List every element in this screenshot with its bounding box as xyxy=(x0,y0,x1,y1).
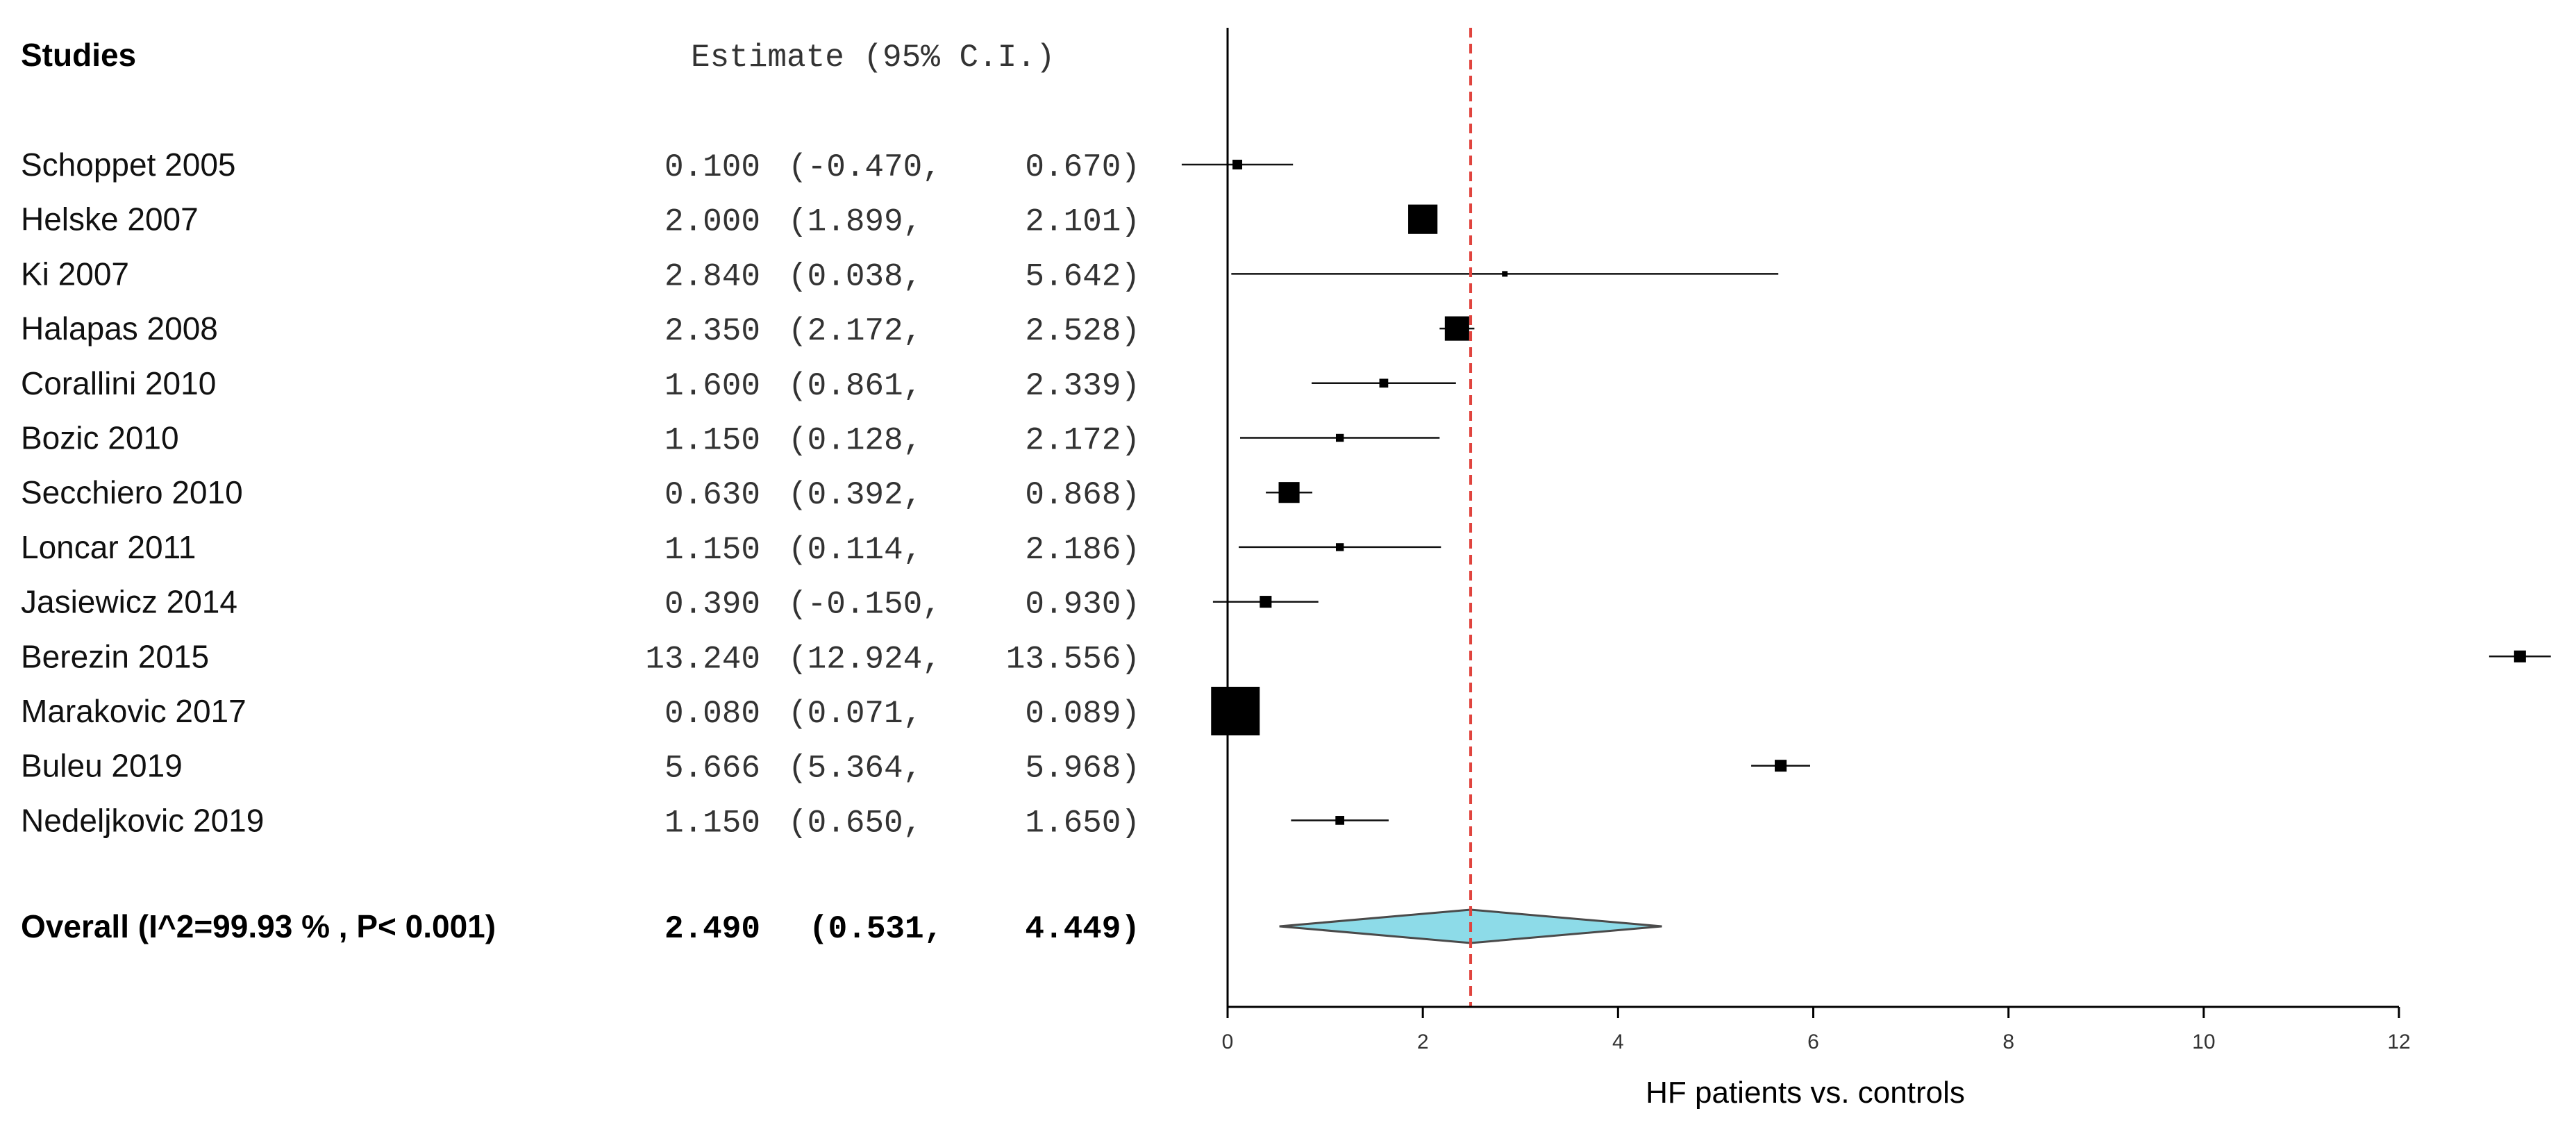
estimate-box xyxy=(1335,433,1344,442)
x-tick-label: 12 xyxy=(2387,1031,2410,1053)
study-ci-lower: (0.038, xyxy=(788,258,922,294)
estimate-box xyxy=(1408,204,1438,234)
study-ci-upper: 1.650) xyxy=(1025,805,1140,841)
study-estimate: 2.840 xyxy=(664,258,760,294)
estimate-box xyxy=(1444,316,1469,341)
study-estimate: 0.390 xyxy=(664,587,760,623)
study-ci-upper: 13.556) xyxy=(1006,641,1140,677)
study-estimate: 0.100 xyxy=(664,149,760,185)
overall-label: Overall (I^2=99.93 % , P< 0.001) xyxy=(21,908,496,944)
x-axis-ticks: 0 2 4 6 8 10 12 xyxy=(1222,1007,2411,1053)
study-ci-upper: 2.101) xyxy=(1025,204,1140,240)
x-tick-label: 2 xyxy=(1417,1031,1429,1053)
estimate-box xyxy=(2514,650,2526,662)
study-ci-lower: (5.364, xyxy=(788,751,922,787)
study-name: Schoppet 2005 xyxy=(21,147,236,183)
study-name: Loncar 2011 xyxy=(21,529,196,565)
overall-estimate: 2.490 xyxy=(664,911,760,947)
overall-ci-lower: (0.531, xyxy=(809,911,943,947)
study-ci-lower: (0.128, xyxy=(788,423,922,459)
study-name: Halapas 2008 xyxy=(21,310,218,347)
study-ci-lower: (1.899, xyxy=(788,204,922,240)
study-name: Ki 2007 xyxy=(21,256,129,292)
estimate-box xyxy=(1502,271,1508,277)
estimate-box xyxy=(1260,596,1272,608)
estimate-header: Estimate (95% C.I.) xyxy=(691,40,1055,76)
study-ci-lower: (12.924, xyxy=(788,641,942,677)
plot-marks xyxy=(1181,28,2551,1007)
study-name: Corallini 2010 xyxy=(21,365,216,401)
study-ci-upper: 5.642) xyxy=(1025,258,1140,294)
study-ci-lower: (-0.150, xyxy=(788,587,942,623)
study-ci-lower: (0.861, xyxy=(788,368,922,404)
study-name: Nedeljkovic 2019 xyxy=(21,802,264,838)
study-ci-upper: 0.868) xyxy=(1025,477,1140,513)
study-ci-upper: 2.172) xyxy=(1025,423,1140,459)
study-name: Buleu 2019 xyxy=(21,748,183,784)
estimate-box xyxy=(1211,687,1260,735)
study-name: Berezin 2015 xyxy=(21,638,209,674)
study-ci-lower: (0.071, xyxy=(788,696,922,732)
study-ci-lower: (2.172, xyxy=(788,313,922,349)
x-axis-label: HF patients vs. controls xyxy=(1646,1076,1965,1110)
study-estimate: 1.150 xyxy=(664,423,760,459)
estimate-box xyxy=(1335,543,1344,551)
study-ci-lower: (0.650, xyxy=(788,805,922,841)
study-ci-upper: 5.968) xyxy=(1025,751,1140,787)
study-ci-upper: 0.670) xyxy=(1025,149,1140,185)
estimate-box xyxy=(1232,160,1243,169)
study-ci-upper: 2.528) xyxy=(1025,313,1140,349)
x-tick-label: 0 xyxy=(1222,1031,1234,1053)
x-tick-label: 10 xyxy=(2192,1031,2215,1053)
study-estimate: 1.150 xyxy=(664,805,760,841)
x-tick-label: 4 xyxy=(1612,1031,1624,1053)
studies-header: Studies xyxy=(21,37,136,73)
x-tick-label: 8 xyxy=(2002,1031,2014,1053)
estimate-box xyxy=(1278,482,1300,503)
study-name: Jasiewicz 2014 xyxy=(21,584,237,620)
study-ci-upper: 0.089) xyxy=(1025,696,1140,732)
x-tick-label: 6 xyxy=(1807,1031,1819,1053)
study-name: Marakovic 2017 xyxy=(21,693,246,729)
study-ci-lower: (-0.470, xyxy=(788,149,942,185)
study-estimate: 0.080 xyxy=(664,696,760,732)
study-ci-upper: 0.930) xyxy=(1025,587,1140,623)
study-rows: Schoppet 2005 0.100 (-0.470, 0.670) Helske 2… xyxy=(21,147,1140,841)
estimate-box xyxy=(1775,760,1787,772)
study-estimate: 2.350 xyxy=(664,313,760,349)
study-ci-upper: 2.186) xyxy=(1025,532,1140,568)
overall-ci-upper: 4.449) xyxy=(1025,911,1140,947)
study-name: Bozic 2010 xyxy=(21,420,179,456)
study-name: Secchiero 2010 xyxy=(21,474,243,510)
study-ci-lower: (0.114, xyxy=(788,532,922,568)
study-estimate: 13.240 xyxy=(645,641,760,677)
study-estimate: 1.150 xyxy=(664,532,760,568)
estimate-box xyxy=(1335,816,1345,825)
study-estimate: 0.630 xyxy=(664,477,760,513)
study-ci-upper: 2.339) xyxy=(1025,368,1140,404)
study-estimate: 2.000 xyxy=(664,204,760,240)
study-estimate: 5.666 xyxy=(664,751,760,787)
study-ci-lower: (0.392, xyxy=(788,477,922,513)
study-name: Helske 2007 xyxy=(21,201,199,237)
study-estimate: 1.600 xyxy=(664,368,760,404)
estimate-box xyxy=(1379,378,1389,388)
